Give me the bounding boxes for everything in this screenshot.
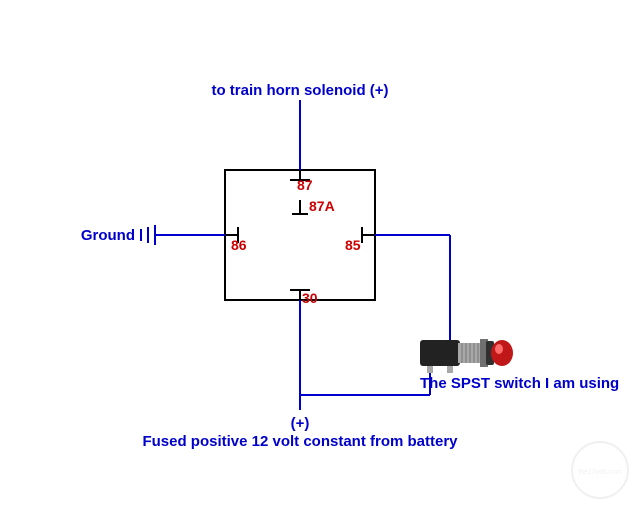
watermark: the12volt.com (572, 442, 628, 498)
pin-30-label: 30 (302, 290, 318, 306)
spst-switch (420, 339, 513, 373)
label-bottom: Fused positive 12 volt constant from bat… (142, 433, 458, 450)
wiring-diagram: 87 87A 86 85 30 to train horn solenoid (… (0, 0, 640, 507)
pin-86-label: 86 (231, 237, 247, 253)
ground-symbol (141, 225, 155, 245)
pin-87a-label: 87A (309, 198, 335, 214)
label-switch: The SPST switch I am using (420, 375, 619, 392)
label-plus: (+) (291, 415, 310, 432)
label-ground: Ground (81, 227, 135, 244)
pin-87-label: 87 (297, 177, 313, 193)
svg-text:the12volt.com: the12volt.com (578, 469, 622, 476)
label-top: to train horn solenoid (+) (211, 82, 388, 99)
pin-85-label: 85 (345, 237, 361, 253)
